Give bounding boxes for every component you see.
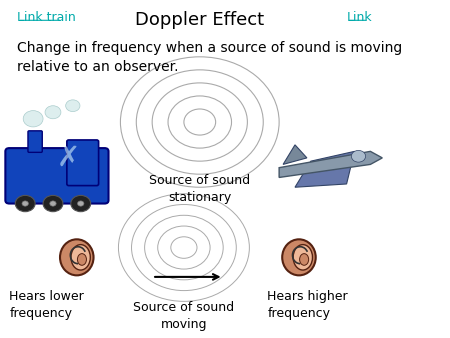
Circle shape <box>66 100 80 112</box>
Circle shape <box>15 195 35 212</box>
Ellipse shape <box>71 245 90 270</box>
Circle shape <box>50 201 56 206</box>
Text: Link: Link <box>346 11 372 24</box>
Ellipse shape <box>300 254 309 265</box>
Circle shape <box>45 106 61 119</box>
Text: Hears higher
frequency: Hears higher frequency <box>267 290 348 320</box>
Polygon shape <box>295 151 355 187</box>
Circle shape <box>43 195 63 212</box>
Ellipse shape <box>60 239 94 275</box>
Circle shape <box>23 111 43 127</box>
Text: Source of sound
moving: Source of sound moving <box>133 301 234 331</box>
Ellipse shape <box>293 245 312 270</box>
Circle shape <box>22 201 28 206</box>
Ellipse shape <box>282 239 316 275</box>
Circle shape <box>77 201 84 206</box>
Text: Change in frequency when a source of sound is moving
relative to an observer.: Change in frequency when a source of sou… <box>17 41 402 74</box>
Text: Source of sound
stationary: Source of sound stationary <box>149 174 250 204</box>
Circle shape <box>71 195 90 212</box>
Text: ✗: ✗ <box>57 144 81 172</box>
Polygon shape <box>279 151 382 177</box>
FancyBboxPatch shape <box>5 148 108 203</box>
Text: Hears lower
frequency: Hears lower frequency <box>9 290 84 320</box>
Circle shape <box>351 150 366 162</box>
Text: Link train: Link train <box>17 11 76 24</box>
FancyBboxPatch shape <box>67 140 99 186</box>
Ellipse shape <box>77 254 86 265</box>
FancyBboxPatch shape <box>28 131 42 152</box>
Text: Doppler Effect: Doppler Effect <box>135 11 264 29</box>
Polygon shape <box>283 145 307 164</box>
